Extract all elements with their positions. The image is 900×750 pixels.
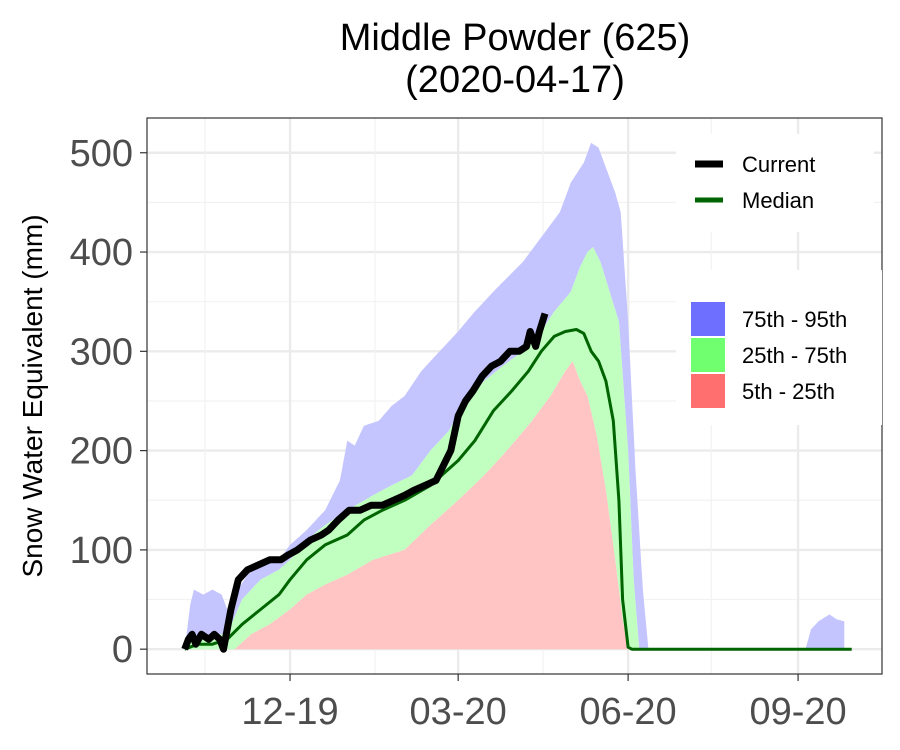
chart-title: Middle Powder (625): [340, 17, 691, 59]
y-tick-label: 300: [70, 331, 133, 373]
y-tick-label: 500: [70, 133, 133, 175]
legend-swatch-p25_75: [691, 338, 725, 372]
x-axis: 12-19 03-20 06-20 09-20: [241, 674, 847, 733]
legend-label-p05_25: 5th - 25th: [742, 379, 835, 404]
current-line: [181, 312, 549, 653]
percentile-bands: [184, 142, 845, 650]
y-axis: 0 100 200 300 400 500: [70, 133, 147, 671]
legend-swatch-p75_95: [691, 302, 725, 336]
band-5-25: [234, 361, 629, 650]
legend-label-median: Median: [742, 188, 814, 213]
band-75-95: [184, 142, 649, 650]
band-75-95-late: [805, 614, 845, 650]
y-tick-label: 200: [70, 431, 133, 473]
x-tick-label: 03-20: [410, 691, 507, 733]
legend-label-p75_95: 75th - 95th: [742, 307, 847, 332]
x-tick-label: 06-20: [580, 691, 677, 733]
median-line: [184, 328, 852, 651]
y-tick-label: 400: [70, 232, 133, 274]
legend: Current Median 75th - 95th 25th - 75th 5th -…: [676, 134, 882, 425]
legend-label-current: Current: [742, 152, 815, 177]
chart-subtitle: (2020-04-17): [405, 59, 625, 101]
legend-label-p25_75: 25th - 75th: [742, 343, 847, 368]
legend-swatch-p05_25: [691, 374, 725, 408]
band-25-75: [184, 247, 640, 650]
legend-lines-box: [676, 134, 874, 232]
x-tick-label: 12-19: [241, 691, 338, 733]
y-axis-label: Snow Water Equivalent (mm): [17, 214, 48, 577]
y-tick-label: 100: [70, 530, 133, 572]
y-tick-label: 0: [112, 629, 133, 671]
series-lines: [181, 312, 852, 653]
x-tick-label: 09-20: [749, 691, 846, 733]
